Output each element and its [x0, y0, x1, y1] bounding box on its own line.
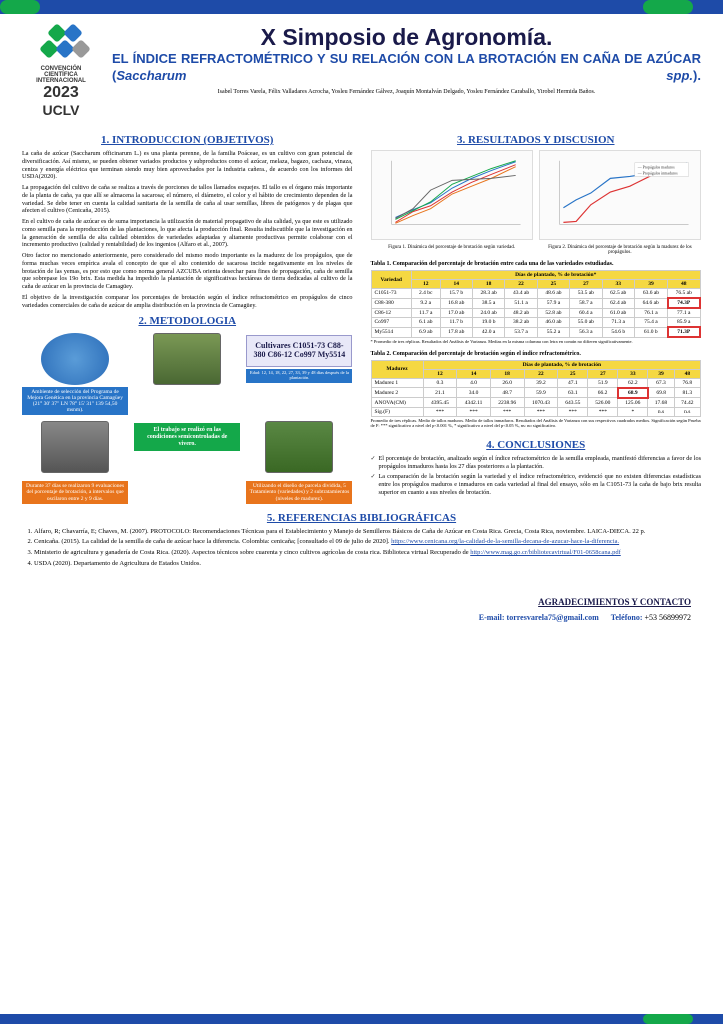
cultivares-box: Cultivares C1051-73 C88-380 C86-12 Co997…: [246, 335, 352, 367]
conclusions: 4. CONCLUSIONES El porcentaje de brotaci…: [371, 439, 702, 497]
soil-image: [41, 421, 109, 473]
table-row: Sig.(F)*******************n.sn.s: [371, 407, 701, 416]
table1-note: * Promedio de tres réplicas. Resultados …: [371, 340, 702, 345]
table-row: Madurez 10.34.026.039.247.151.962.267.37…: [371, 378, 701, 388]
fig1-caption: Figura 1. Dinámica del porcentaje de bro…: [371, 245, 533, 255]
table2-title: Tabla 2. Comparación del porcentaje de b…: [371, 351, 702, 357]
references: 5. REFERENCIAS BIBLIOGRÁFICAS Alfaro, R;…: [22, 512, 701, 569]
table1-title: Tabla 1. Comparación del porcentaje de b…: [371, 261, 702, 267]
table-row: Co9976.1 ab11.7 b19.0 b38.2 ab46.0 ab55.…: [371, 318, 700, 328]
ref3-link[interactable]: http://www.mag.go.cr/bibliotecavirtual/F…: [470, 549, 621, 556]
title-block: X Simposio de Agronomía. EL ÍNDICE REFRA…: [112, 24, 701, 118]
table-row: C86-1211.7 a17.0 ab24.0 ab48.2 ab52.8 ab…: [371, 308, 700, 318]
field-image: [153, 333, 221, 385]
tel-value: +53 56899972: [644, 613, 691, 622]
table-row: My55146.9 ab17.8 ab42.0 a53.7 a55.2 a56.…: [371, 327, 700, 337]
authors: Isabel Torres Varela, Félix Valladares A…: [112, 89, 701, 95]
intro-p5: El objetivo de la investigación comparar…: [22, 294, 353, 310]
table-row: C88-3809.2 a16.8 ab38.5 a51.1 a57.9 a58.…: [371, 298, 700, 308]
sec1-title: 1. INTRODUCCION (OBJETIVOS): [22, 134, 353, 146]
introduction: La caña de azúcar (Saccharum officinarum…: [22, 150, 353, 309]
table2-note: Promedio de tres réplicas. Medio de tall…: [371, 419, 702, 429]
sec4-title: 4. CONCLUSIONES: [371, 439, 702, 451]
table-row: C1051-732.4 bc15.7 b28.3 ab43.4 ab48.6 a…: [371, 289, 700, 299]
ref-2: Cenicaña. (2015). La calidad de la semil…: [34, 538, 701, 547]
table-1: VariedadDías de plantado, % de brotación…: [371, 270, 702, 338]
concl-2: La comparación de la brotación según la …: [371, 473, 702, 496]
ref-1: Alfaro, R; Chavarría, E; Chaves, M. (200…: [34, 528, 701, 537]
eval-box: Durante 37 días se realizaron 9 evaluaci…: [22, 481, 128, 503]
bottom-border-decoration: [0, 1014, 723, 1024]
conference-logo: CONVENCIÓN CIENTÍFICA INTERNACIONAL 2023…: [22, 24, 100, 118]
met-location-box: Ambiente de selección del Programa de Me…: [22, 387, 128, 415]
concl-1: El porcentaje de brotación, analizado se…: [371, 455, 702, 471]
sec3-title: 3. RESULTADOS Y DISCUSION: [371, 134, 702, 146]
logo-uclv: UCLV: [22, 102, 100, 118]
email-label: E-mail:: [479, 613, 505, 622]
intro-p4: Otro factor no mencionado anteriormente,…: [22, 252, 353, 291]
poster-body: CONVENCIÓN CIENTÍFICA INTERNACIONAL 2023…: [0, 14, 723, 628]
ref-3: Ministerio de agricultura y ganadería de…: [34, 549, 701, 558]
vivero-box: El trabajo se realizó en las condiciones…: [134, 423, 240, 451]
design-box: Utilizando el diseño de parcela dividida…: [246, 481, 352, 503]
sec2-title: 2. METODOLOGIA: [22, 315, 353, 327]
logo-shapes: [22, 24, 100, 64]
intro-p3: En el cultivo de caña de azúcar es de su…: [22, 218, 353, 249]
ref2-link[interactable]: https://www.cenicana.org/la-calidad-de-l…: [391, 538, 619, 545]
t2-span: Días de plantado, % de brotación: [423, 360, 700, 369]
ack-title: AGRADECIMIENTOS Y CONTACTO: [22, 597, 691, 607]
ref-4: USDA (2020). Departamento de Agricultura…: [34, 560, 701, 569]
table-row: ANOVA(CM)4395.454342.112238.961070.43643…: [371, 398, 701, 408]
figure-2-chart: — Propágulos maduros — Propágulos inmadu…: [539, 150, 701, 240]
sub-title: EL ÍNDICE REFRACTOMÉTRICO Y SU RELACIÓN …: [112, 51, 701, 85]
left-column: 1. INTRODUCCION (OBJETIVOS) La caña de a…: [22, 128, 353, 504]
t1-span: Días de plantado, % de brotación*: [412, 271, 701, 280]
main-title: X Simposio de Agronomía.: [112, 24, 701, 51]
table-2: MadurezDías de plantado, % de brotación …: [371, 360, 702, 417]
email-value: torresvarela75@gmail.com: [507, 613, 599, 622]
tel-label: Teléfono:: [611, 613, 643, 622]
planting-image: [265, 421, 333, 473]
figure-1-chart: [371, 150, 533, 240]
svg-text:— Propágulos maduros: — Propágulos maduros: [636, 166, 674, 170]
logo-year: 2023: [22, 84, 100, 102]
header: CONVENCIÓN CIENTÍFICA INTERNACIONAL 2023…: [22, 24, 701, 118]
intro-p1: La caña de azúcar (Saccharum officinarum…: [22, 150, 353, 181]
right-column: 3. RESULTADOS Y DISCUSION — Propágulos m…: [371, 128, 702, 504]
globe-icon: [41, 333, 109, 385]
t1-col0: Variedad: [371, 271, 412, 289]
sec5-title: 5. REFERENCIAS BIBLIOGRÁFICAS: [22, 512, 701, 524]
methodology: 2. METODOLOGIA Ambiente de selección del…: [22, 315, 353, 503]
top-border-decoration: [0, 0, 723, 14]
cult-note: Edad: 12, 14, 18, 22, 27, 33, 39 y 48 dí…: [246, 369, 352, 383]
acknowledgements: AGRADECIMIENTOS Y CONTACTO E-mail: torre…: [22, 597, 701, 622]
t2-col0: Madurez: [371, 360, 423, 378]
table-row: Madurez 221.134.048.759.963.166.268.969.…: [371, 388, 701, 398]
svg-text:— Propágulos inmaduros: — Propágulos inmaduros: [636, 171, 677, 175]
intro-p2: La propagación del cultivo de caña se re…: [22, 184, 353, 215]
fig2-caption: Figura 2. Dinámica del porcentaje de bro…: [539, 245, 701, 255]
